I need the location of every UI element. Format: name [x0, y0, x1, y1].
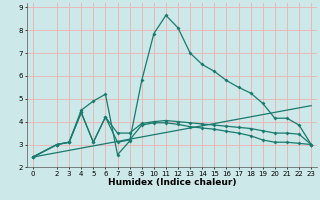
X-axis label: Humidex (Indice chaleur): Humidex (Indice chaleur): [108, 178, 236, 187]
